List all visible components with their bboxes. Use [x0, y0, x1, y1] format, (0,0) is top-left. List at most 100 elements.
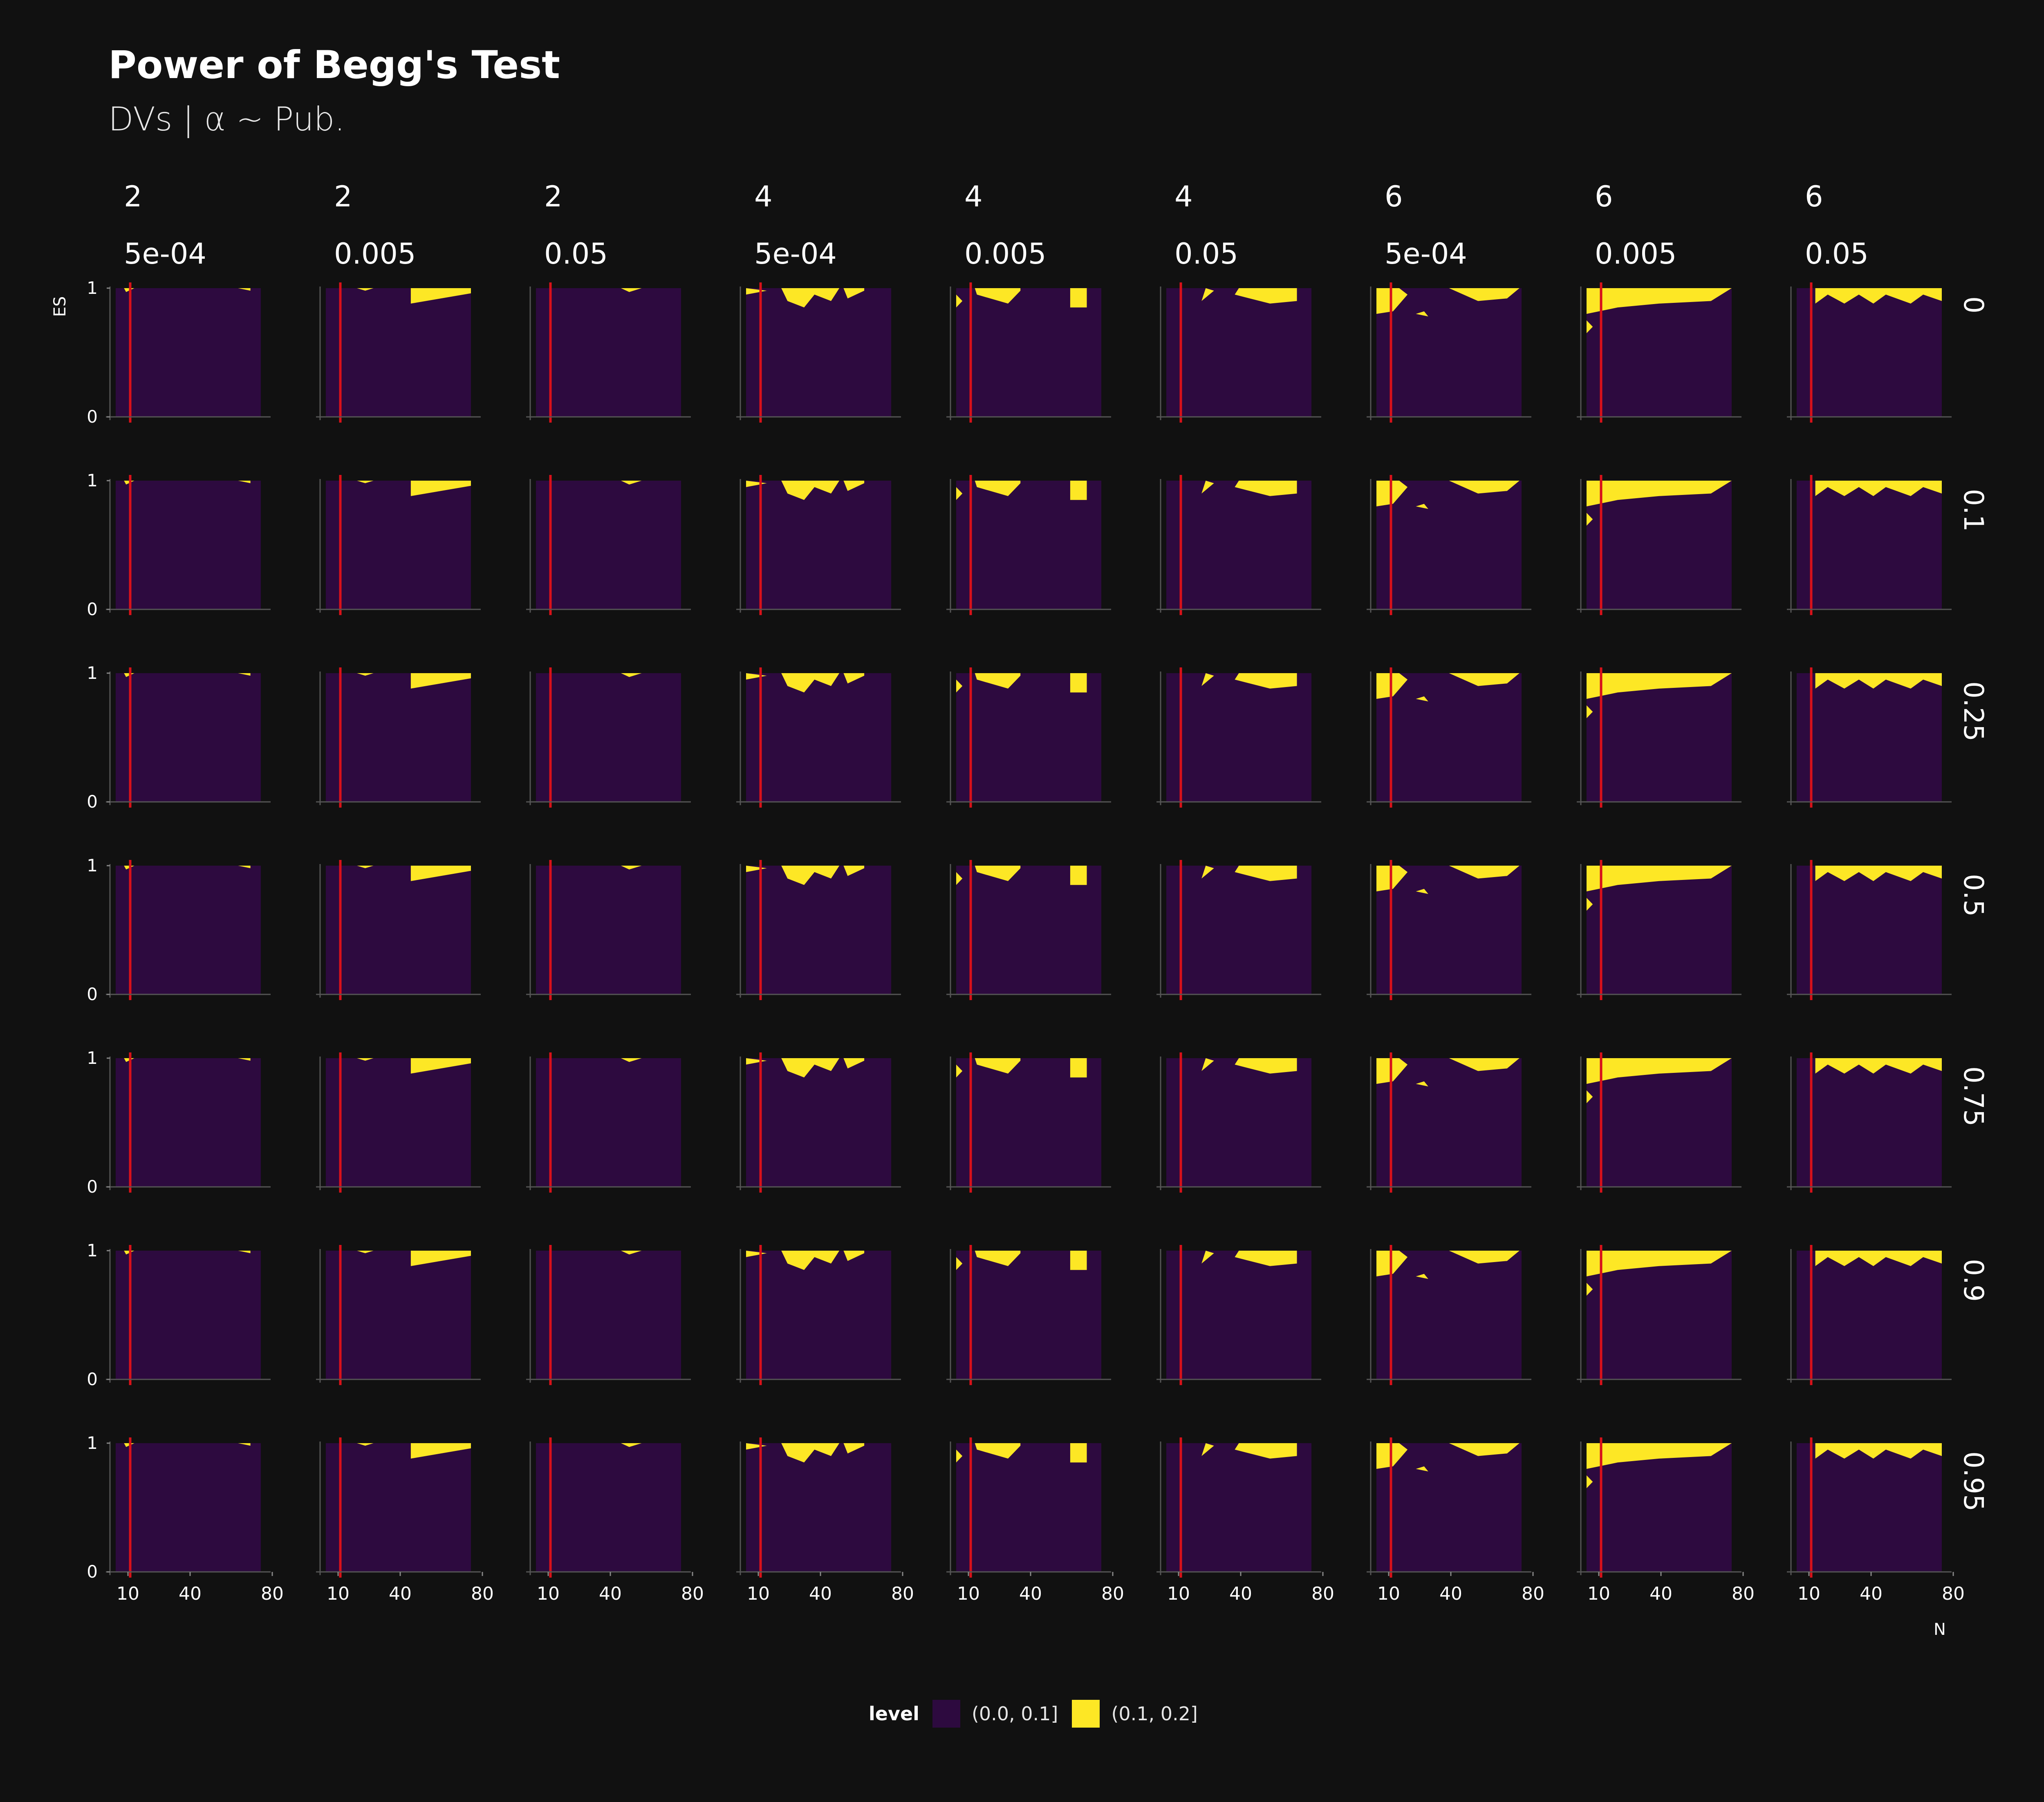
high-level-region: [975, 866, 1021, 881]
high-level-region: [746, 866, 767, 872]
heatmap-panel: [1797, 481, 1942, 609]
y-tick-label: 0: [87, 792, 98, 812]
x-tick-label: 10: [327, 1583, 350, 1604]
y-tick-label: 0: [87, 1562, 98, 1582]
heatmap-panel: [1587, 1251, 1732, 1379]
high-level-region: [621, 1251, 642, 1255]
high-level-region: [410, 1443, 471, 1459]
high-level-region: [621, 1058, 642, 1062]
heatmap-panel: [116, 288, 261, 417]
high-level-region: [1416, 1274, 1428, 1279]
heatmap-panel: [746, 1058, 891, 1187]
row-facet-label: 0: [1958, 296, 1989, 313]
high-level-region: [1815, 288, 1942, 304]
heatmap-panel: [116, 1443, 261, 1572]
heatmap-panel: [1376, 1443, 1522, 1572]
x-tick-label: 40: [179, 1583, 202, 1604]
heatmap-panel: [746, 673, 891, 802]
high-level-region: [1449, 673, 1520, 686]
column-facet-dvs: 4: [754, 180, 773, 213]
high-level-region: [238, 1251, 251, 1254]
high-level-region: [1587, 481, 1732, 506]
high-level-region: [746, 1443, 767, 1450]
high-level-region: [410, 673, 471, 689]
high-level-region: [956, 872, 963, 885]
high-level-region: [238, 673, 251, 676]
heatmap-panel: [1166, 481, 1311, 609]
high-level-region: [357, 866, 374, 869]
heatmap-panel: [1587, 1443, 1732, 1572]
row-facet-label: 0.25: [1958, 681, 1989, 741]
high-level-region: [1587, 898, 1593, 911]
high-level-region: [1587, 1058, 1732, 1084]
high-level-region: [1815, 1058, 1942, 1074]
high-level-region: [1201, 481, 1214, 494]
heatmap-panel: [536, 481, 681, 609]
high-level-region: [1815, 673, 1942, 689]
y-tick-label: 1: [87, 1240, 98, 1260]
y-tick-label: 0: [87, 407, 98, 427]
heatmap-panel: [116, 481, 261, 609]
high-level-region: [1587, 1443, 1732, 1469]
heatmap-panel: [536, 288, 681, 417]
x-tick-label: 80: [1101, 1583, 1124, 1604]
heatmap-panel: [956, 1251, 1101, 1379]
high-level-region: [843, 481, 865, 491]
high-level-region: [410, 481, 471, 496]
heatmap-panel: [956, 288, 1101, 417]
high-level-region: [975, 1058, 1021, 1074]
row-facet-label: 0.95: [1958, 1451, 1989, 1511]
heatmap-panel: [1797, 673, 1942, 802]
heatmap-panel: [536, 1058, 681, 1187]
heatmap-panel: [536, 866, 681, 994]
legend: level (0.0, 0.1] (0.1, 0.2]: [869, 1698, 1212, 1729]
high-level-region: [781, 1058, 840, 1078]
high-level-region: [1815, 1251, 1942, 1266]
y-tick-label: 0: [87, 1369, 98, 1389]
high-level-region: [357, 1058, 374, 1061]
high-level-region: [357, 673, 374, 676]
x-tick-label: 80: [261, 1583, 284, 1604]
high-level-region: [1201, 288, 1214, 301]
y-tick-label: 0: [87, 599, 98, 619]
heatmap-panel: [1166, 866, 1311, 994]
high-level-region: [1070, 481, 1087, 500]
y-tick-label: 1: [87, 1433, 98, 1453]
x-tick-label: 40: [599, 1583, 622, 1604]
high-level-region: [746, 481, 767, 487]
high-level-region: [956, 1064, 963, 1078]
x-tick-label: 80: [1732, 1583, 1755, 1604]
column-facet-dvs: 4: [964, 180, 983, 213]
column-facet-dvs: 6: [1385, 180, 1403, 213]
x-tick-label: 40: [1439, 1583, 1462, 1604]
high-level-region: [1587, 1090, 1593, 1104]
column-facet-dvs: 2: [124, 180, 142, 213]
high-level-region: [956, 487, 963, 500]
y-tick-label: 0: [87, 984, 98, 1004]
heatmap-panel: [1166, 673, 1311, 802]
heatmap-panel: [1376, 1251, 1522, 1379]
y-tick-label: 0: [87, 1177, 98, 1197]
x-tick-label: 40: [1229, 1583, 1252, 1604]
column-facet-alpha: 0.05: [544, 237, 608, 271]
high-level-region: [357, 1251, 374, 1254]
column-facet-alpha: 0.005: [1595, 237, 1676, 271]
heatmap-panel: [1587, 481, 1732, 609]
high-level-region: [238, 866, 251, 869]
column-facet-alpha: 0.05: [1805, 237, 1869, 271]
high-level-region: [843, 866, 865, 876]
heatmap-panel: [326, 866, 471, 994]
row-facet-label: 0.1: [1958, 489, 1989, 532]
high-level-region: [1587, 673, 1732, 699]
high-level-region: [238, 288, 251, 291]
heatmap-panel: [1376, 866, 1522, 994]
x-axis-title: N: [1934, 1620, 1946, 1639]
high-level-region: [975, 1443, 1021, 1459]
high-level-region: [1815, 1443, 1942, 1459]
high-level-region: [1587, 1251, 1732, 1276]
heatmap-panel: [1587, 1058, 1732, 1187]
high-level-region: [1235, 866, 1297, 881]
y-tick-label: 1: [87, 855, 98, 875]
heatmap-panel: [1376, 288, 1522, 417]
heatmap-panel: [1166, 1251, 1311, 1379]
